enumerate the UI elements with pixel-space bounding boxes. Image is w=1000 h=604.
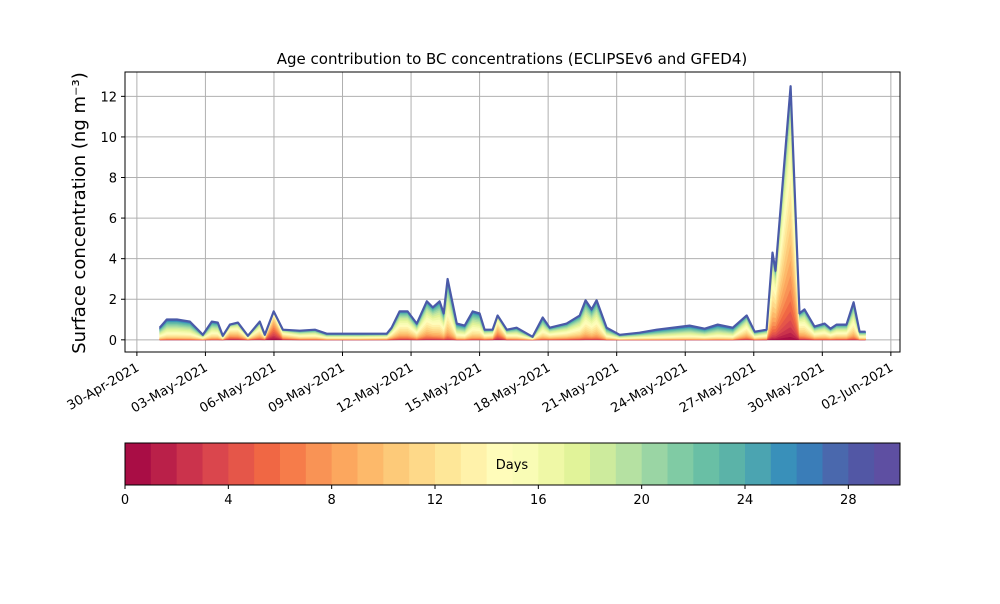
colorbar-axis: 0 4 8 12 16 20 24 28 [121,485,857,508]
area-layer-age-22 [159,93,866,338]
colorbar-tick-label: 20 [633,493,650,508]
x-tick-label: 06-May-2021 [197,360,279,416]
colorbar-bin-29 [874,443,901,485]
y-axis-label: Surface concentration (ng m⁻³) [69,72,90,354]
area-layer-age-18 [159,113,866,339]
colorbar-bin-4 [228,443,255,485]
colorbar-bin-3 [202,443,229,485]
colorbar-bin-26 [796,443,823,485]
x-tick-label: 09-May-2021 [266,360,348,416]
colorbar-bin-7 [305,443,333,485]
area-layer-age-10 [159,225,866,340]
area-layer-age-23 [159,90,866,338]
colorbar-bin-6 [280,443,307,485]
y-tick-label: 10 [100,131,117,146]
y-tick-label: 2 [109,293,117,308]
area-layer-age-11 [159,207,866,340]
y-tick-label: 0 [109,334,117,349]
y-tick-label: 8 [109,172,117,187]
area-layer-age-20 [159,100,866,338]
colorbar-tick-label: 28 [840,493,857,508]
y-tick-label: 4 [109,253,117,268]
colorbar [125,443,901,485]
y-tick-label: 6 [109,212,117,227]
total-line [158,85,866,338]
colorbar-bin-17 [564,443,591,485]
x-tick-label: 21-May-2021 [540,360,622,416]
colorbar-bin-12 [435,443,462,485]
area-layer-age-12 [159,190,866,340]
x-tick-label: 03-May-2021 [129,360,211,416]
area-layer-age-9 [159,242,866,340]
colorbar-bin-5 [254,443,281,485]
area-layer-age-24 [159,89,866,338]
colorbar-frame [124,442,901,486]
x-tick-label: 27-May-2021 [677,360,759,416]
y-axis: 0 2 4 6 8 10 12 [100,90,125,349]
colorbar-bin-21 [667,443,694,485]
chart-title: Age contribution to BC concentrations (E… [277,50,748,68]
colorbar-bin-10 [383,443,410,485]
x-tick-label: 24-May-2021 [609,360,691,416]
area-layer-age-14 [159,158,866,340]
colorbar-bin-24 [745,443,772,485]
area-layer-age-17 [159,122,866,339]
x-tick-label: 12-May-2021 [334,360,416,416]
x-tick-label: 30-May-2021 [746,360,828,416]
colorbar-bin-8 [331,443,358,485]
colorbar-bin-27 [822,443,849,485]
colorbar-bin-22 [693,443,720,485]
colorbar-tick-label: 0 [121,493,129,508]
x-axis: 30-Apr-202103-May-202106-May-202109-May-… [65,352,896,416]
colorbar-bin-25 [770,443,798,485]
x-tick-label: 02-Jun-2021 [819,360,896,413]
y-tick-label: 12 [100,90,117,105]
colorbar-tick-label: 4 [224,493,232,508]
colorbar-tick-label: 12 [427,493,444,508]
plot-frame [124,71,901,353]
colorbar-tick-label: 8 [328,493,336,508]
stacked-areas [158,85,866,341]
grid [125,72,900,352]
area-layer-age-15 [159,144,866,339]
colorbar-tick-label: 16 [530,493,547,508]
colorbar-bin-19 [615,443,643,485]
colorbar-tick-label: 24 [737,493,754,508]
colorbar-bin-20 [641,443,668,485]
colorbar-bin-1 [150,443,178,485]
colorbar-bin-23 [719,443,746,485]
colorbar-bin-11 [409,443,436,485]
x-tick-label: 15-May-2021 [403,360,485,416]
colorbar-bin-9 [357,443,384,485]
colorbar-bin-0 [125,443,152,485]
colorbar-bin-2 [176,443,203,485]
area-layer-age-21 [159,96,866,338]
x-tick-label: 18-May-2021 [471,360,553,416]
colorbar-bin-16 [538,443,565,485]
area-layer-age-13 [159,174,866,340]
colorbar-bin-13 [460,443,488,485]
colorbar-bin-15 [512,443,539,485]
area-layer-age-19 [159,106,866,339]
area-layer-age-16 [159,132,866,339]
colorbar-label: Days [496,458,529,473]
colorbar-bin-18 [590,443,617,485]
colorbar-bin-14 [486,443,513,485]
colorbar-bin-28 [848,443,875,485]
